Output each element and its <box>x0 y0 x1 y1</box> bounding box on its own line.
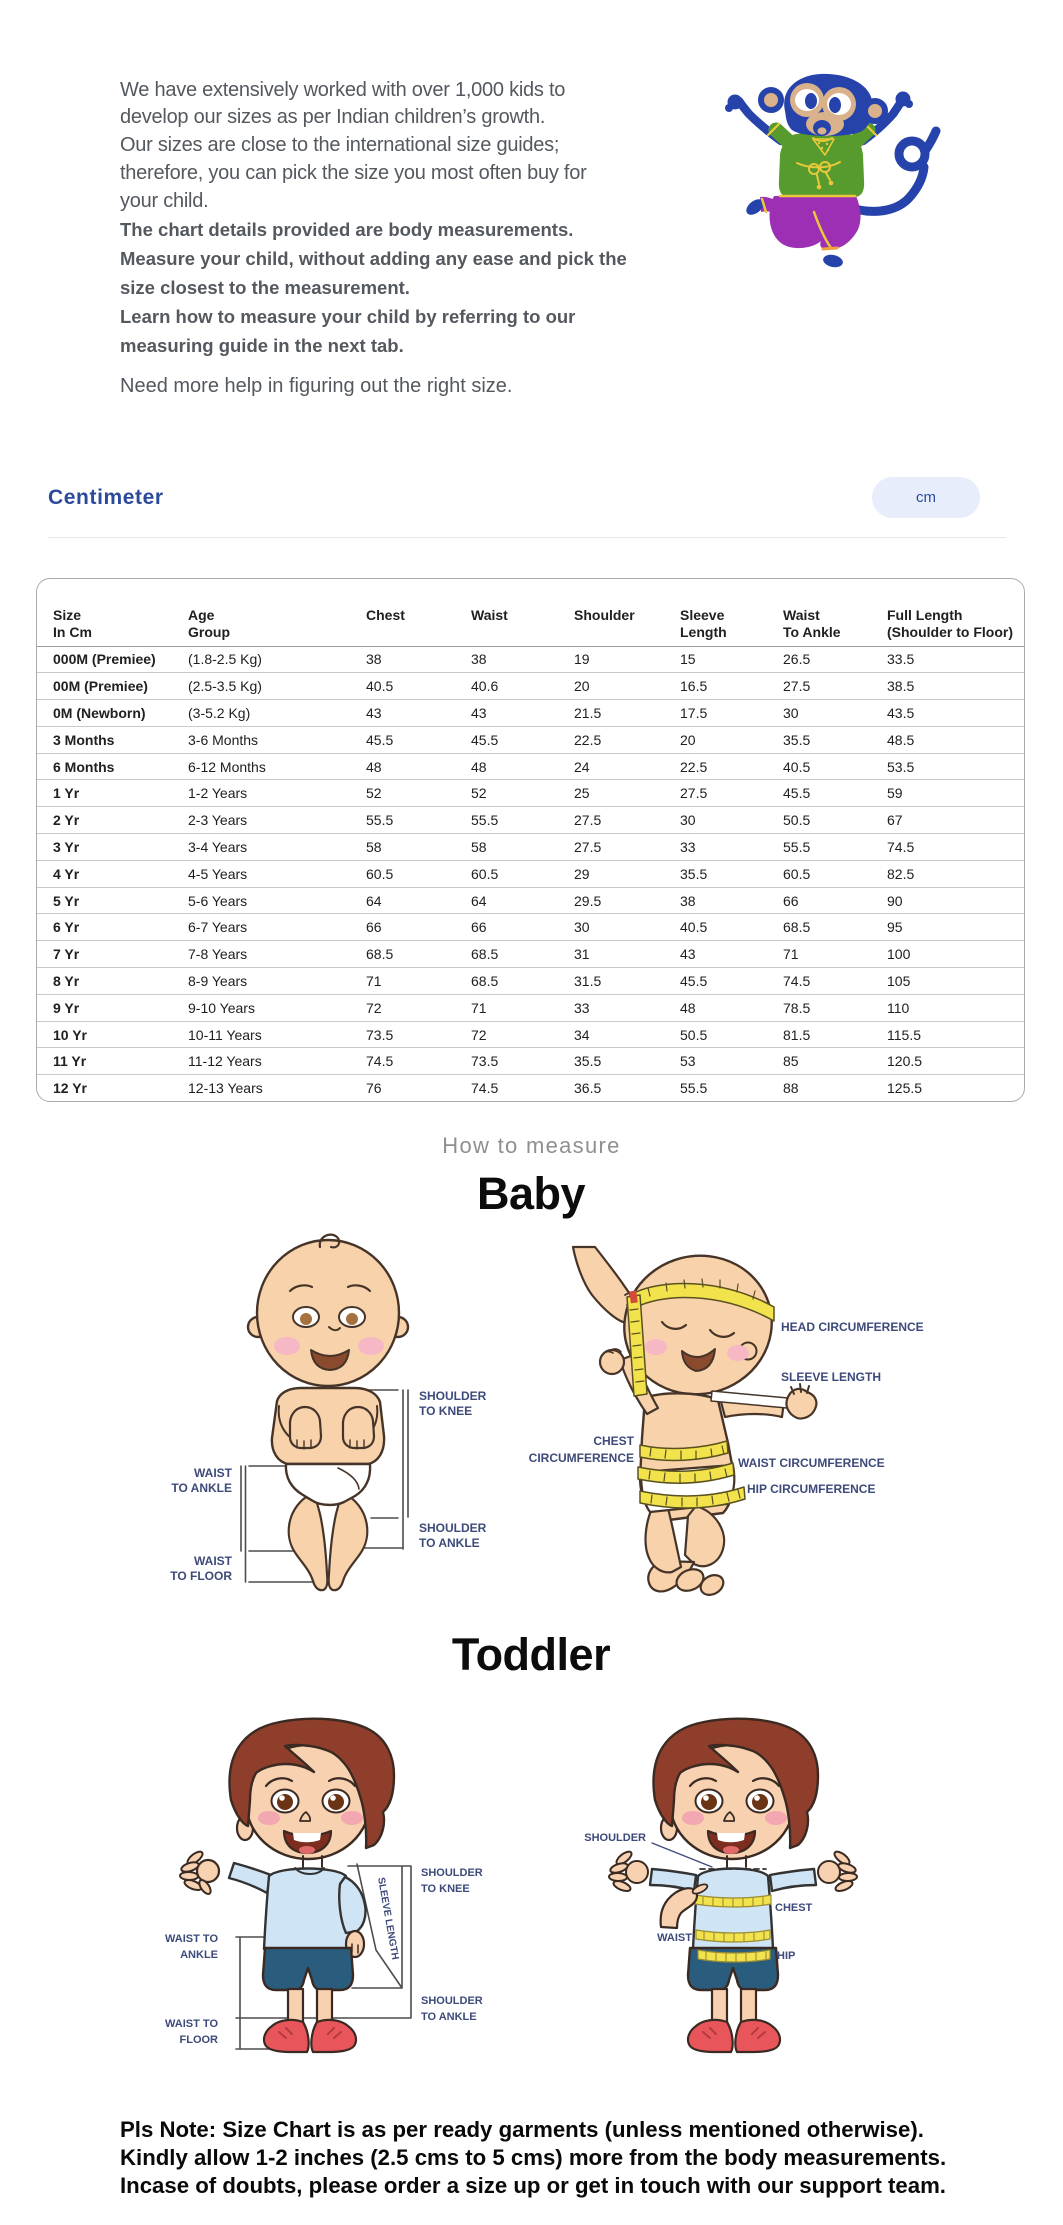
svg-text:TO FLOOR: TO FLOOR <box>170 1569 232 1583</box>
svg-text:ANKLE: ANKLE <box>180 1949 218 1961</box>
svg-text:HIP: HIP <box>777 1950 795 1962</box>
svg-text:TO ANKLE: TO ANKLE <box>421 2011 477 2023</box>
svg-text:WAIST: WAIST <box>194 1466 233 1480</box>
svg-text:SHOULDER: SHOULDER <box>421 1867 483 1879</box>
svg-text:CIRCUMFERENCE: CIRCUMFERENCE <box>529 1451 634 1465</box>
svg-text:SHOULDER: SHOULDER <box>419 1389 487 1403</box>
svg-text:WAIST: WAIST <box>657 1932 692 1944</box>
svg-text:TO KNEE: TO KNEE <box>421 1883 470 1895</box>
svg-text:HIP CIRCUMFERENCE: HIP CIRCUMFERENCE <box>747 1482 875 1496</box>
svg-text:SLEEVE LENGTH: SLEEVE LENGTH <box>781 1370 881 1384</box>
svg-text:SHOULDER: SHOULDER <box>419 1521 487 1535</box>
svg-text:SLEEVE LENGTH: SLEEVE LENGTH <box>375 1877 400 1961</box>
svg-text:TO KNEE: TO KNEE <box>419 1404 472 1418</box>
svg-text:SHOULDER: SHOULDER <box>421 1995 483 2007</box>
svg-text:CHEST: CHEST <box>775 1902 813 1914</box>
svg-text:WAIST CIRCUMFERENCE: WAIST CIRCUMFERENCE <box>738 1456 885 1470</box>
svg-text:TO ANKLE: TO ANKLE <box>171 1481 232 1495</box>
svg-text:WAIST TO: WAIST TO <box>165 2018 218 2030</box>
svg-text:SHOULDER: SHOULDER <box>584 1832 646 1844</box>
svg-text:WAIST TO: WAIST TO <box>165 1933 218 1945</box>
svg-text:WAIST: WAIST <box>194 1554 233 1568</box>
svg-text:HEAD CIRCUMFERENCE: HEAD CIRCUMFERENCE <box>781 1320 924 1334</box>
svg-text:CHEST: CHEST <box>593 1434 634 1448</box>
svg-text:FLOOR: FLOOR <box>180 2034 219 2046</box>
svg-text:TO ANKLE: TO ANKLE <box>419 1536 480 1550</box>
